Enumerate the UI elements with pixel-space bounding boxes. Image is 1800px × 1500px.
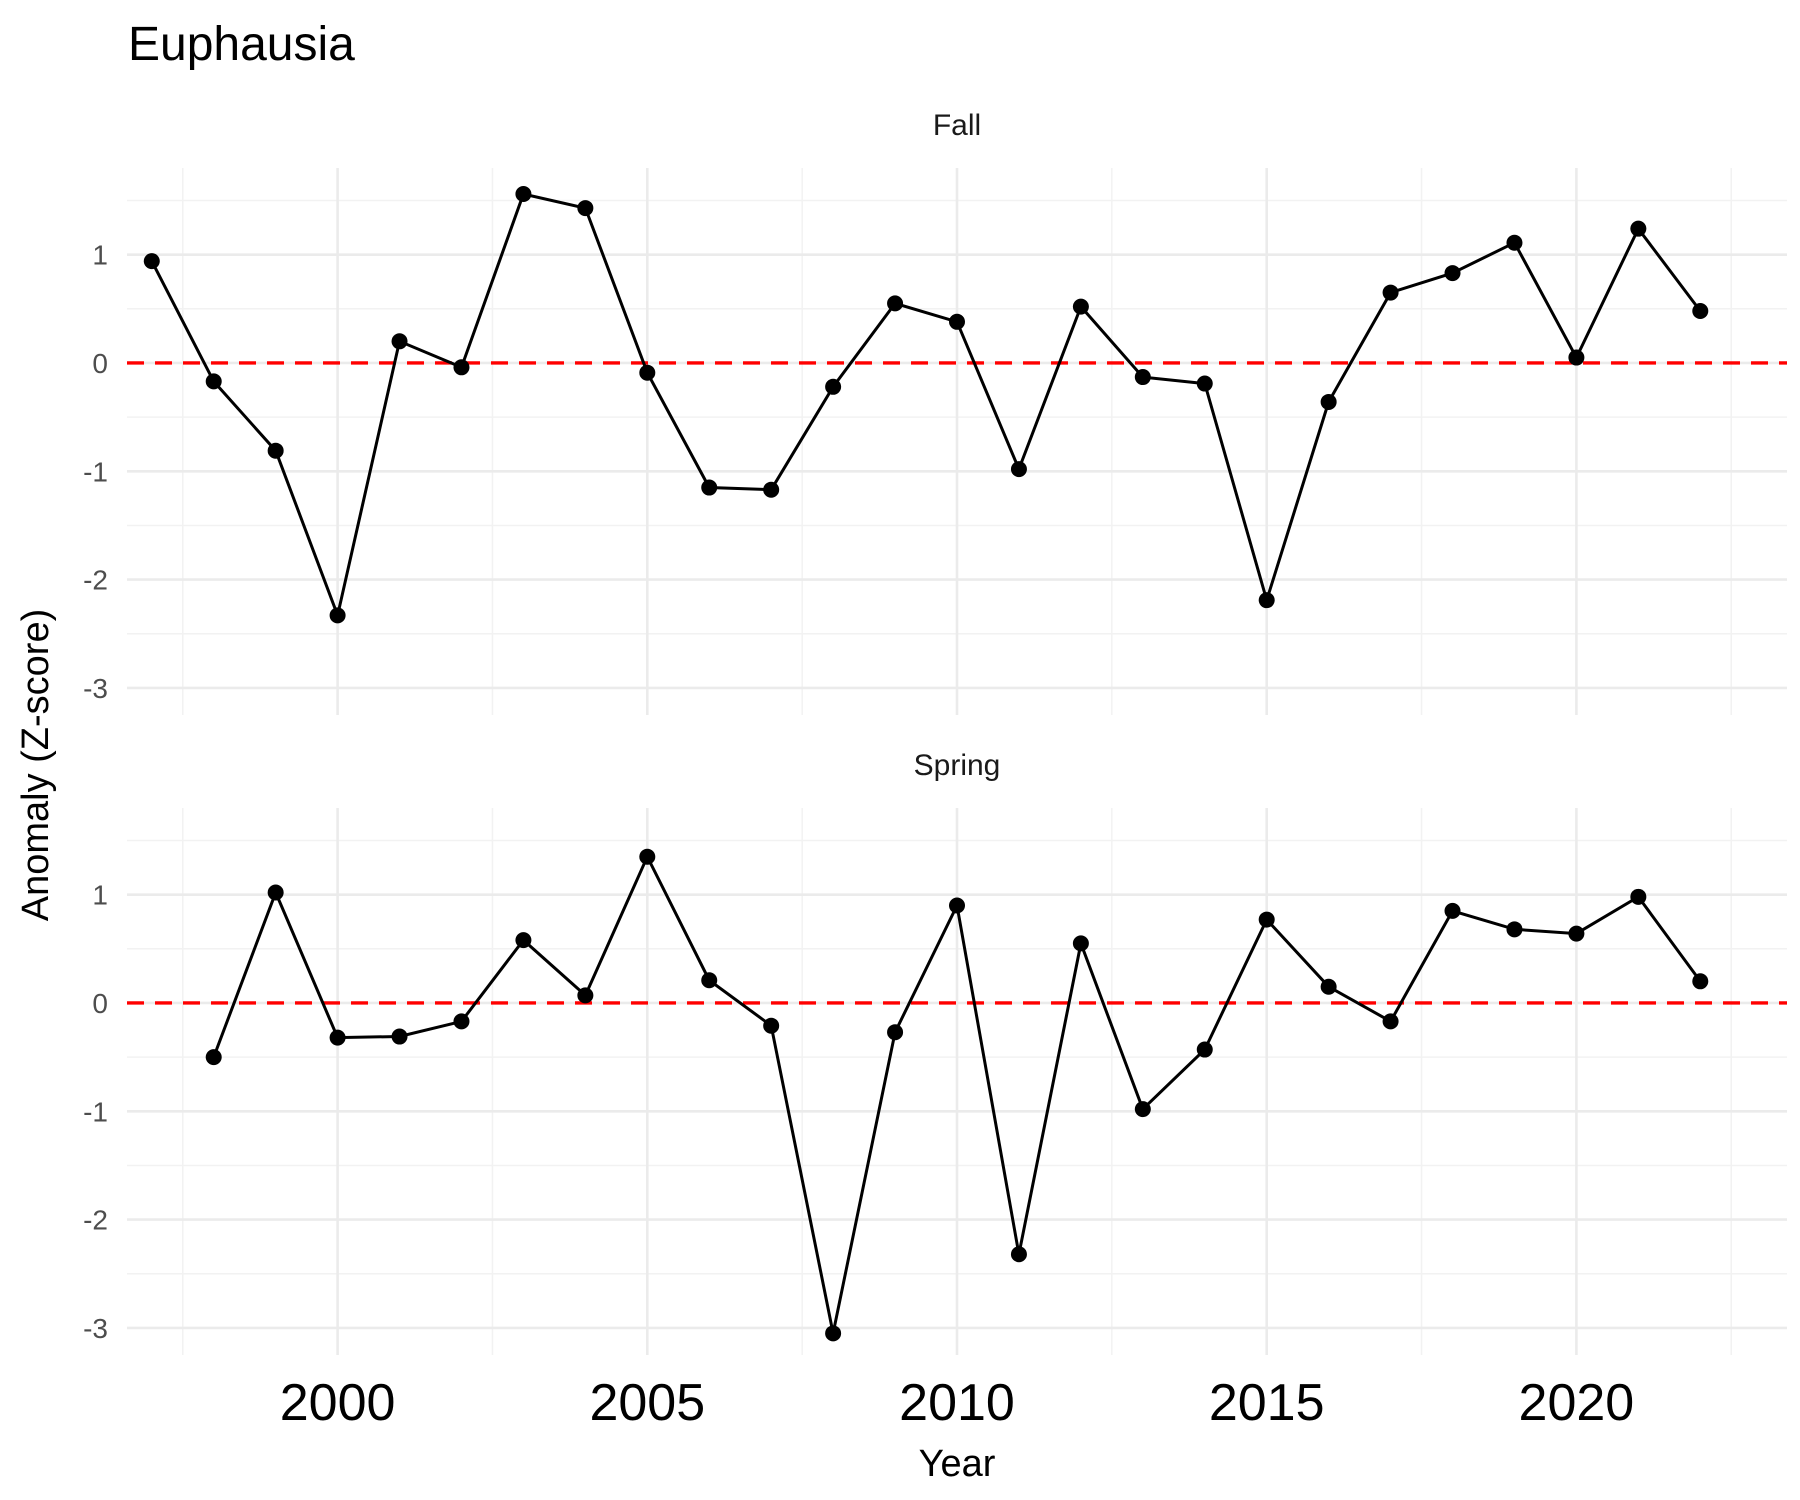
- facet-strip-label: Spring: [914, 749, 1001, 782]
- y-tick-label: 1: [92, 240, 108, 271]
- data-point: [267, 884, 284, 901]
- data-point: [1692, 973, 1709, 990]
- data-point: [391, 333, 408, 350]
- data-point: [949, 897, 965, 914]
- data-point: [329, 1029, 346, 1046]
- data-point: [1010, 1246, 1027, 1263]
- data-point: [1320, 978, 1337, 995]
- data-point: [1382, 284, 1399, 301]
- data-point: [639, 848, 656, 865]
- data-point: [391, 1028, 408, 1045]
- data-point: [1506, 234, 1523, 251]
- data-point: [515, 185, 532, 202]
- data-point: [1196, 1041, 1213, 1058]
- data-point: [143, 253, 160, 270]
- data-point: [825, 1325, 842, 1342]
- data-point: [453, 359, 470, 376]
- data-point: [1010, 461, 1027, 478]
- data-point: [577, 987, 594, 1004]
- y-tick-label: 0: [92, 348, 108, 379]
- y-tick-label: -1: [83, 1096, 108, 1127]
- data-point: [453, 1013, 470, 1030]
- data-point: [267, 442, 284, 459]
- y-axis-label: Anomaly (Z-score): [15, 609, 57, 922]
- data-point: [205, 373, 222, 390]
- data-point: [1134, 1101, 1151, 1118]
- data-point: [1506, 921, 1523, 938]
- x-tick-label: 2020: [1519, 1374, 1635, 1432]
- series-line-fall: [150, 192, 1702, 621]
- x-axis-label: Year: [919, 1443, 996, 1485]
- data-point: [949, 313, 965, 330]
- data-point: [1196, 375, 1213, 392]
- x-axis: 2000 2005 2010 2015 2020: [280, 1374, 1634, 1432]
- data-point: [1258, 911, 1275, 928]
- data-point: [825, 378, 842, 395]
- data-point: [763, 481, 780, 498]
- data-point: [1134, 369, 1151, 386]
- data-point: [887, 1024, 904, 1041]
- facet-fall: Fall 1 0 -1 -2 -3: [83, 109, 1787, 715]
- facet-strip-label: Fall: [933, 109, 981, 142]
- data-point: [1072, 298, 1089, 315]
- x-tick-label: 2015: [1209, 1374, 1325, 1432]
- data-point: [329, 607, 346, 624]
- data-point: [887, 295, 904, 312]
- data-point: [1072, 935, 1089, 952]
- data-point: [701, 479, 718, 496]
- y-tick-label: 1: [92, 880, 108, 911]
- x-tick-label: 2005: [589, 1374, 705, 1432]
- data-point: [515, 932, 532, 949]
- data-point: [1692, 302, 1709, 319]
- data-point: [1630, 220, 1647, 237]
- data-point: [1382, 1013, 1399, 1030]
- y-tick-label: -2: [83, 1205, 108, 1236]
- data-point: [1320, 393, 1337, 410]
- x-tick-label: 2010: [899, 1374, 1015, 1432]
- data-point: [701, 972, 718, 989]
- data-point: [577, 200, 594, 217]
- x-tick-label: 2000: [280, 1374, 396, 1432]
- data-point: [205, 1049, 222, 1066]
- chart-title: Euphausia: [128, 18, 355, 71]
- data-point: [1568, 349, 1585, 366]
- data-point: [1258, 592, 1275, 609]
- y-tick-label: -1: [83, 456, 108, 487]
- data-point: [1444, 265, 1461, 282]
- data-point: [1444, 902, 1461, 919]
- y-tick-label: 0: [92, 988, 108, 1019]
- data-point: [1568, 925, 1585, 942]
- data-point: [639, 364, 656, 381]
- y-tick-label: -3: [83, 1313, 108, 1344]
- facet-spring: Spring 1 0 -1 -2 -3: [83, 749, 1787, 1355]
- y-tick-label: -2: [83, 565, 108, 596]
- y-tick-label: -3: [83, 673, 108, 704]
- grid: [127, 808, 1787, 1355]
- facet-panels: Fall 1 0 -1 -2 -3 Spring 1 0 -1 -2 -3: [83, 109, 1787, 1355]
- data-point: [763, 1017, 780, 1034]
- data-point: [1630, 888, 1647, 905]
